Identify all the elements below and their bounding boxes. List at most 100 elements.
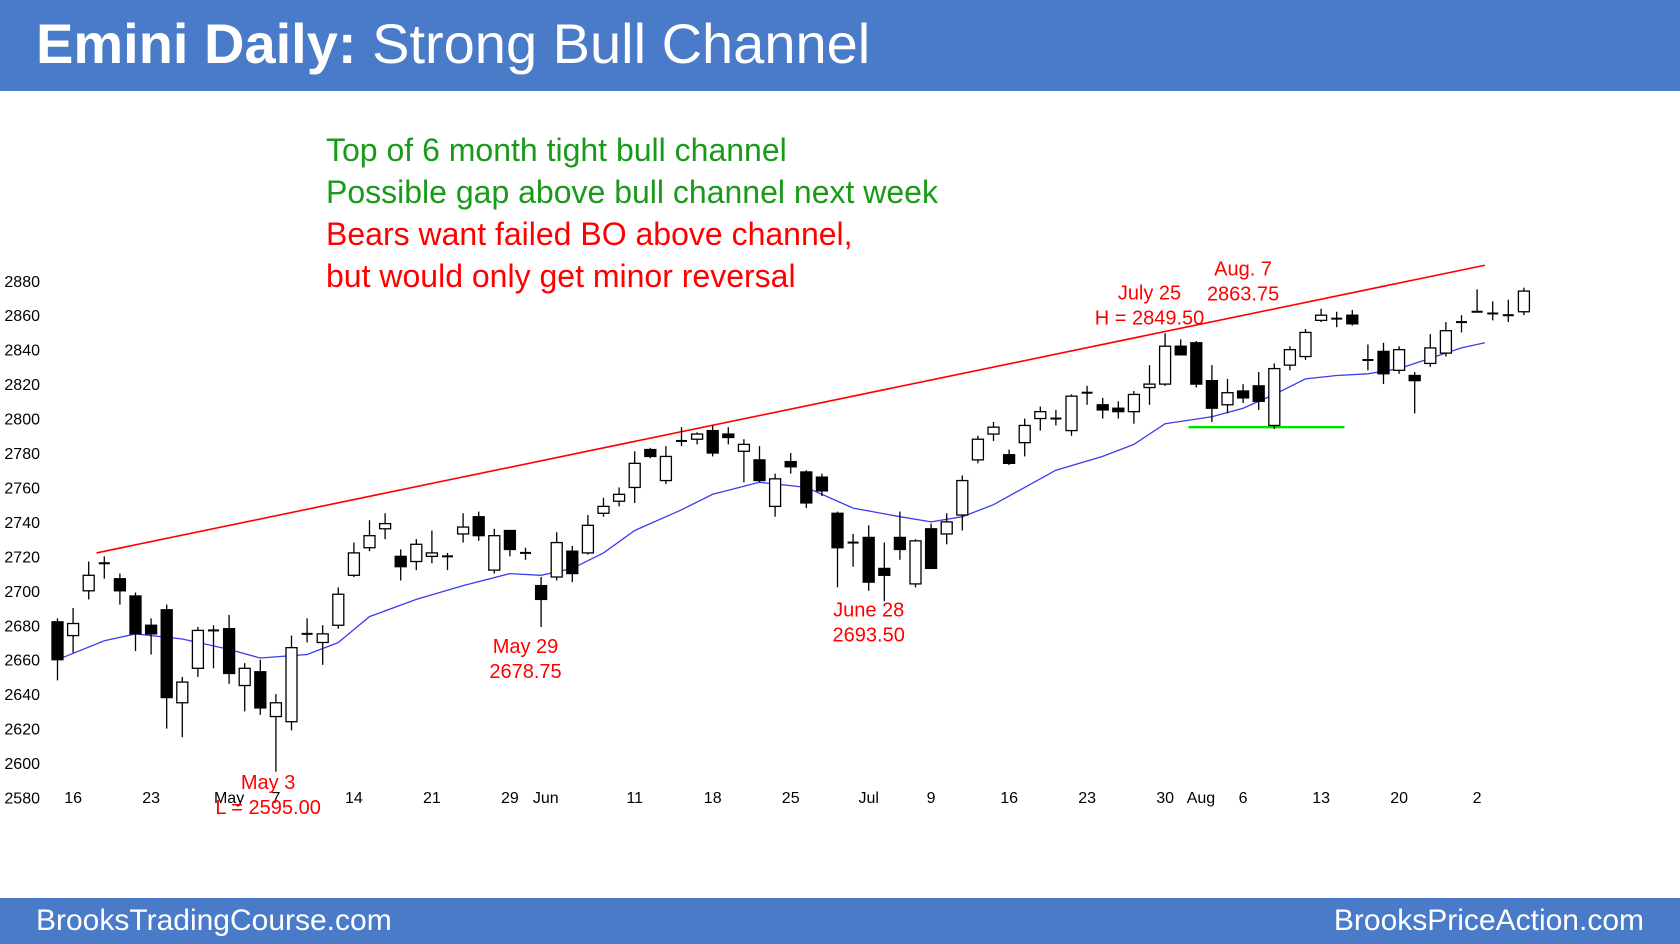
- candle-body-bear: [644, 448, 657, 458]
- candle-body-bear: [722, 433, 735, 439]
- candle: [706, 425, 719, 457]
- y-tick-label: 2800: [4, 412, 40, 429]
- candle: [597, 497, 610, 517]
- candle-body-bull: [1299, 331, 1312, 358]
- candle: [690, 432, 704, 445]
- candle-body-bull: [956, 479, 969, 516]
- candle-body-bear: [254, 671, 267, 709]
- y-tick-label: 2720: [4, 549, 40, 566]
- candle: [51, 618, 64, 681]
- candle: [425, 530, 439, 564]
- price-label: Aug. 7: [1214, 259, 1272, 281]
- y-tick-label: 2620: [4, 722, 40, 739]
- candle-body-bull: [488, 535, 501, 571]
- annotation-red-line: but would only get minor reversal: [326, 258, 796, 294]
- price-label: May 29: [493, 636, 559, 658]
- candle: [1252, 372, 1265, 410]
- candle: [520, 547, 531, 560]
- candle: [1502, 299, 1514, 323]
- candle-body-bull: [425, 552, 439, 557]
- candle: [1158, 333, 1172, 386]
- price-label: H = 2849.50: [1095, 308, 1205, 330]
- candle-body-bull: [550, 541, 563, 578]
- candle: [160, 604, 173, 729]
- candle: [503, 529, 517, 557]
- candle: [987, 421, 1000, 441]
- candle: [815, 473, 829, 497]
- candle-body-bear: [784, 460, 797, 468]
- candle: [737, 439, 751, 483]
- candle: [784, 453, 797, 474]
- x-tick-label: Jun: [533, 790, 559, 807]
- candle-body-bear: [1190, 342, 1203, 385]
- candle-body-bull: [581, 524, 595, 554]
- candle-body-bear: [1096, 404, 1109, 411]
- y-tick-label: 2860: [4, 308, 40, 325]
- candle: [347, 542, 361, 578]
- candle-body-bear: [472, 516, 485, 537]
- candle: [1050, 409, 1062, 426]
- candle: [191, 626, 205, 677]
- candle-body-bear: [862, 536, 875, 583]
- candle: [410, 539, 423, 571]
- candle-body-bull: [690, 433, 704, 440]
- candle: [1283, 346, 1297, 371]
- candle-body-bull: [347, 552, 361, 576]
- title-bold: Emini Daily:: [36, 12, 357, 75]
- candle-body-bear: [51, 621, 64, 661]
- candle-body-bear: [831, 512, 844, 549]
- candle: [144, 618, 158, 655]
- candle: [1018, 418, 1031, 457]
- candle: [1424, 334, 1437, 367]
- candle-body-bear: [160, 609, 173, 699]
- candle-body-bull: [1018, 424, 1031, 444]
- candle-body-bull: [909, 540, 922, 585]
- y-tick-label: 2600: [4, 756, 40, 773]
- candle-body-bull: [1221, 392, 1234, 406]
- candle-body-bear: [144, 624, 158, 635]
- candle-body-bull: [1283, 348, 1297, 366]
- footer-right-text: BrooksPriceAction.com: [1333, 904, 1644, 937]
- candle-body-bear: [113, 578, 127, 592]
- candle: [113, 573, 127, 605]
- candle: [238, 663, 251, 712]
- candle-body-bear: [222, 628, 236, 675]
- candle: [1236, 384, 1250, 404]
- candle: [753, 446, 766, 483]
- candle: [800, 470, 813, 509]
- candle-body-bull: [456, 526, 470, 535]
- candle-body-bull: [285, 646, 298, 723]
- footer-bar: BrooksTradingCourse.com BrooksPriceActio…: [0, 898, 1680, 944]
- candle: [269, 694, 283, 772]
- x-tick-label: Jul: [858, 790, 878, 807]
- price-label: L = 2595.00: [215, 797, 320, 819]
- candle: [847, 533, 859, 567]
- annotation-green-line: Possible gap above bull channel next wee…: [326, 174, 939, 210]
- candle-body-bear: [706, 429, 719, 454]
- candle: [1221, 378, 1234, 414]
- candle-body-bull: [410, 543, 423, 563]
- x-tick-label: 20: [1390, 790, 1408, 807]
- price-label: May 3: [241, 772, 295, 794]
- candle: [831, 511, 844, 588]
- candle-body-bear: [893, 536, 907, 551]
- candle: [534, 577, 548, 627]
- candle-body-bear: [1236, 390, 1250, 399]
- candle: [644, 447, 657, 459]
- page-title: Emini Daily: Strong Bull Channel: [36, 12, 870, 76]
- candle: [1034, 406, 1047, 431]
- candle-body-bear: [1252, 385, 1265, 402]
- candle: [1456, 315, 1467, 333]
- candle: [676, 427, 687, 447]
- candle-body-bull: [363, 535, 376, 549]
- candle: [1439, 322, 1453, 357]
- candle-body-bull: [191, 629, 205, 669]
- x-tick-label: 23: [142, 790, 160, 807]
- candle: [222, 614, 236, 684]
- candle: [722, 427, 735, 445]
- candle-body-bull: [737, 443, 751, 452]
- candle-body-bull: [1517, 290, 1531, 313]
- candle-body-bull: [1158, 345, 1172, 385]
- candle-body-bull: [597, 505, 610, 514]
- candle: [472, 511, 485, 541]
